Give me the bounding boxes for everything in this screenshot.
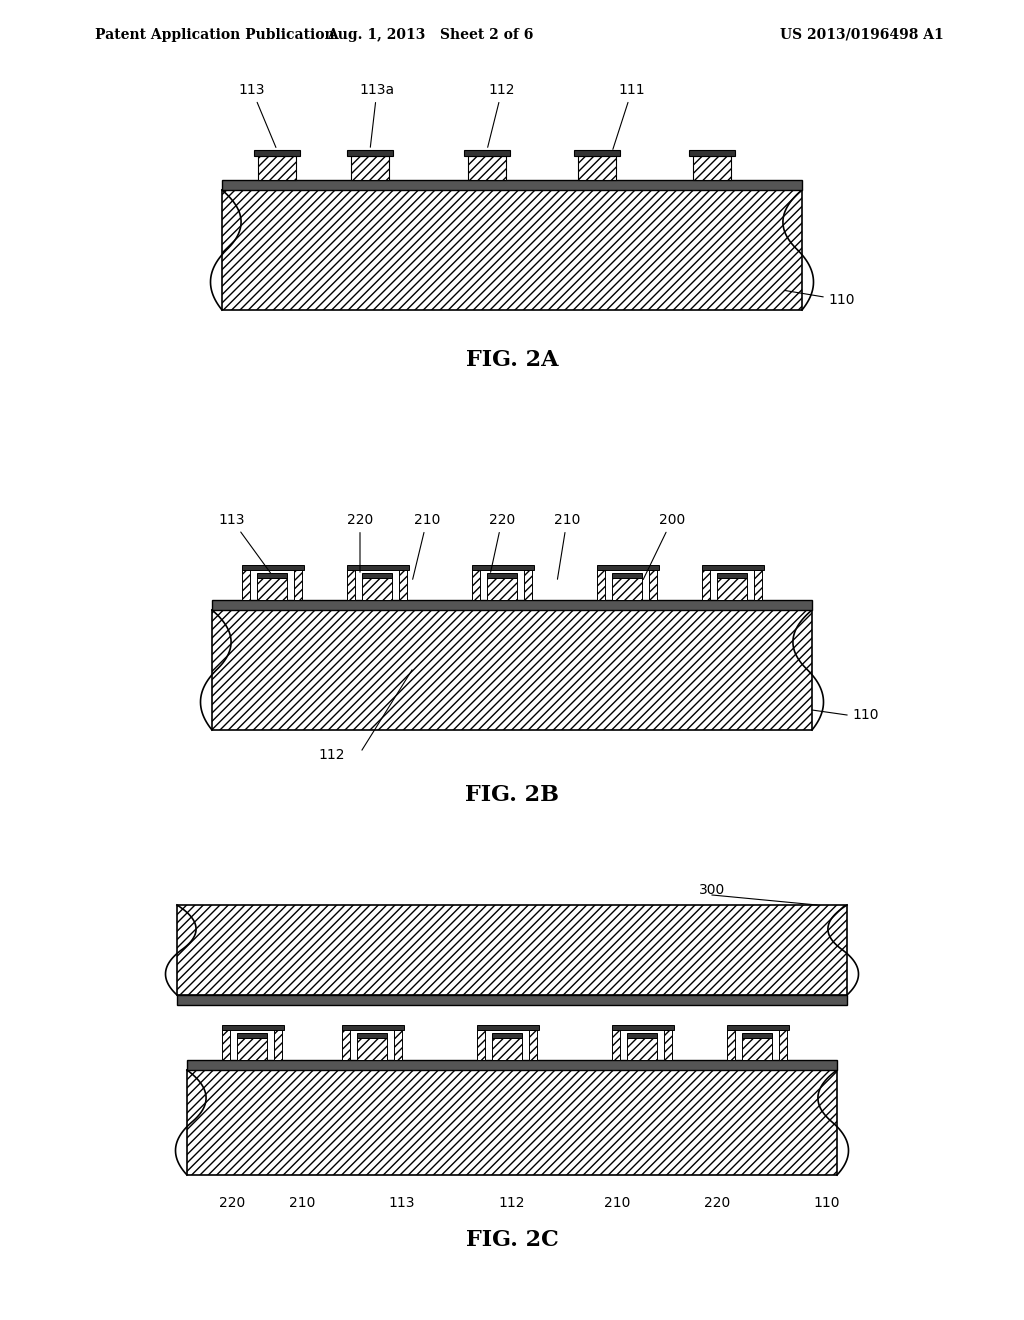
Text: 200: 200 bbox=[643, 513, 685, 579]
Text: Aug. 1, 2013   Sheet 2 of 6: Aug. 1, 2013 Sheet 2 of 6 bbox=[327, 28, 534, 42]
Bar bbox=[237, 1038, 267, 1060]
Bar bbox=[187, 1071, 837, 1175]
Bar bbox=[492, 1038, 522, 1060]
Bar bbox=[472, 570, 480, 601]
Bar bbox=[212, 601, 812, 610]
Text: 300: 300 bbox=[698, 883, 725, 898]
Bar bbox=[578, 156, 616, 180]
Bar bbox=[294, 570, 302, 601]
Bar bbox=[222, 1030, 230, 1060]
Text: 112: 112 bbox=[499, 1196, 525, 1210]
Bar bbox=[242, 565, 304, 570]
Bar bbox=[362, 573, 392, 578]
Text: 210: 210 bbox=[289, 1196, 315, 1210]
Bar bbox=[529, 1030, 537, 1060]
Bar bbox=[649, 570, 657, 601]
Bar bbox=[742, 1038, 772, 1060]
Bar bbox=[727, 1026, 790, 1030]
Bar bbox=[177, 995, 847, 1005]
Text: 210: 210 bbox=[554, 513, 581, 579]
Text: 220: 220 bbox=[703, 1196, 730, 1210]
Bar bbox=[702, 570, 710, 601]
Bar bbox=[177, 906, 847, 995]
Text: US 2013/0196498 A1: US 2013/0196498 A1 bbox=[780, 28, 944, 42]
Bar bbox=[347, 565, 409, 570]
Bar bbox=[242, 570, 250, 601]
Bar bbox=[212, 610, 812, 730]
Text: 220: 220 bbox=[347, 513, 373, 573]
Text: Patent Application Publication: Patent Application Publication bbox=[95, 28, 335, 42]
Bar bbox=[487, 573, 517, 578]
Bar bbox=[727, 1030, 735, 1060]
Bar bbox=[357, 1034, 387, 1038]
Bar bbox=[477, 1026, 539, 1030]
Text: 112: 112 bbox=[318, 748, 345, 762]
Bar bbox=[717, 578, 746, 601]
Bar bbox=[612, 1026, 674, 1030]
Bar bbox=[627, 1034, 657, 1038]
Bar bbox=[472, 565, 534, 570]
Bar bbox=[254, 150, 300, 156]
Bar bbox=[257, 578, 287, 601]
Bar bbox=[689, 150, 735, 156]
Text: 110: 110 bbox=[814, 1196, 841, 1210]
Text: FIG. 2B: FIG. 2B bbox=[465, 784, 559, 807]
Bar bbox=[347, 570, 355, 601]
Bar bbox=[754, 570, 762, 601]
Bar bbox=[237, 1034, 267, 1038]
Text: 220: 220 bbox=[488, 513, 515, 573]
Bar bbox=[627, 1038, 657, 1060]
Bar bbox=[362, 578, 392, 601]
Text: 210: 210 bbox=[413, 513, 440, 579]
Text: FIG. 2A: FIG. 2A bbox=[466, 348, 558, 371]
Bar bbox=[597, 570, 605, 601]
Bar bbox=[347, 150, 393, 156]
Text: 113: 113 bbox=[219, 513, 270, 573]
Bar bbox=[693, 156, 731, 180]
Bar bbox=[394, 1030, 402, 1060]
Bar bbox=[779, 1030, 787, 1060]
Bar bbox=[492, 1034, 522, 1038]
Text: 210: 210 bbox=[604, 1196, 630, 1210]
Text: FIG. 2C: FIG. 2C bbox=[466, 1229, 558, 1251]
Bar bbox=[222, 1026, 284, 1030]
Bar bbox=[342, 1026, 404, 1030]
Bar bbox=[702, 565, 764, 570]
Bar bbox=[524, 570, 532, 601]
Bar bbox=[257, 573, 287, 578]
Text: 220: 220 bbox=[219, 1196, 245, 1210]
Bar bbox=[464, 150, 510, 156]
Text: 112: 112 bbox=[487, 83, 515, 148]
Bar bbox=[357, 1038, 387, 1060]
Bar bbox=[342, 1030, 350, 1060]
Bar bbox=[664, 1030, 672, 1060]
Bar bbox=[487, 578, 517, 601]
Bar bbox=[258, 156, 296, 180]
Bar bbox=[612, 573, 642, 578]
Bar bbox=[187, 1060, 837, 1071]
Bar bbox=[477, 1030, 485, 1060]
Bar bbox=[468, 156, 506, 180]
Bar bbox=[222, 190, 802, 310]
Bar bbox=[399, 570, 407, 601]
Bar bbox=[612, 578, 642, 601]
Text: 113: 113 bbox=[239, 83, 275, 148]
Text: 110: 110 bbox=[852, 708, 879, 722]
Bar bbox=[574, 150, 620, 156]
Bar bbox=[742, 1034, 772, 1038]
Bar bbox=[597, 565, 659, 570]
Bar bbox=[717, 573, 746, 578]
Text: 110: 110 bbox=[784, 290, 855, 308]
Text: 113: 113 bbox=[389, 1196, 416, 1210]
Bar bbox=[351, 156, 389, 180]
Text: 113a: 113a bbox=[359, 83, 394, 148]
Bar bbox=[222, 180, 802, 190]
Bar bbox=[274, 1030, 282, 1060]
Bar bbox=[612, 1030, 620, 1060]
Text: 111: 111 bbox=[612, 83, 645, 149]
